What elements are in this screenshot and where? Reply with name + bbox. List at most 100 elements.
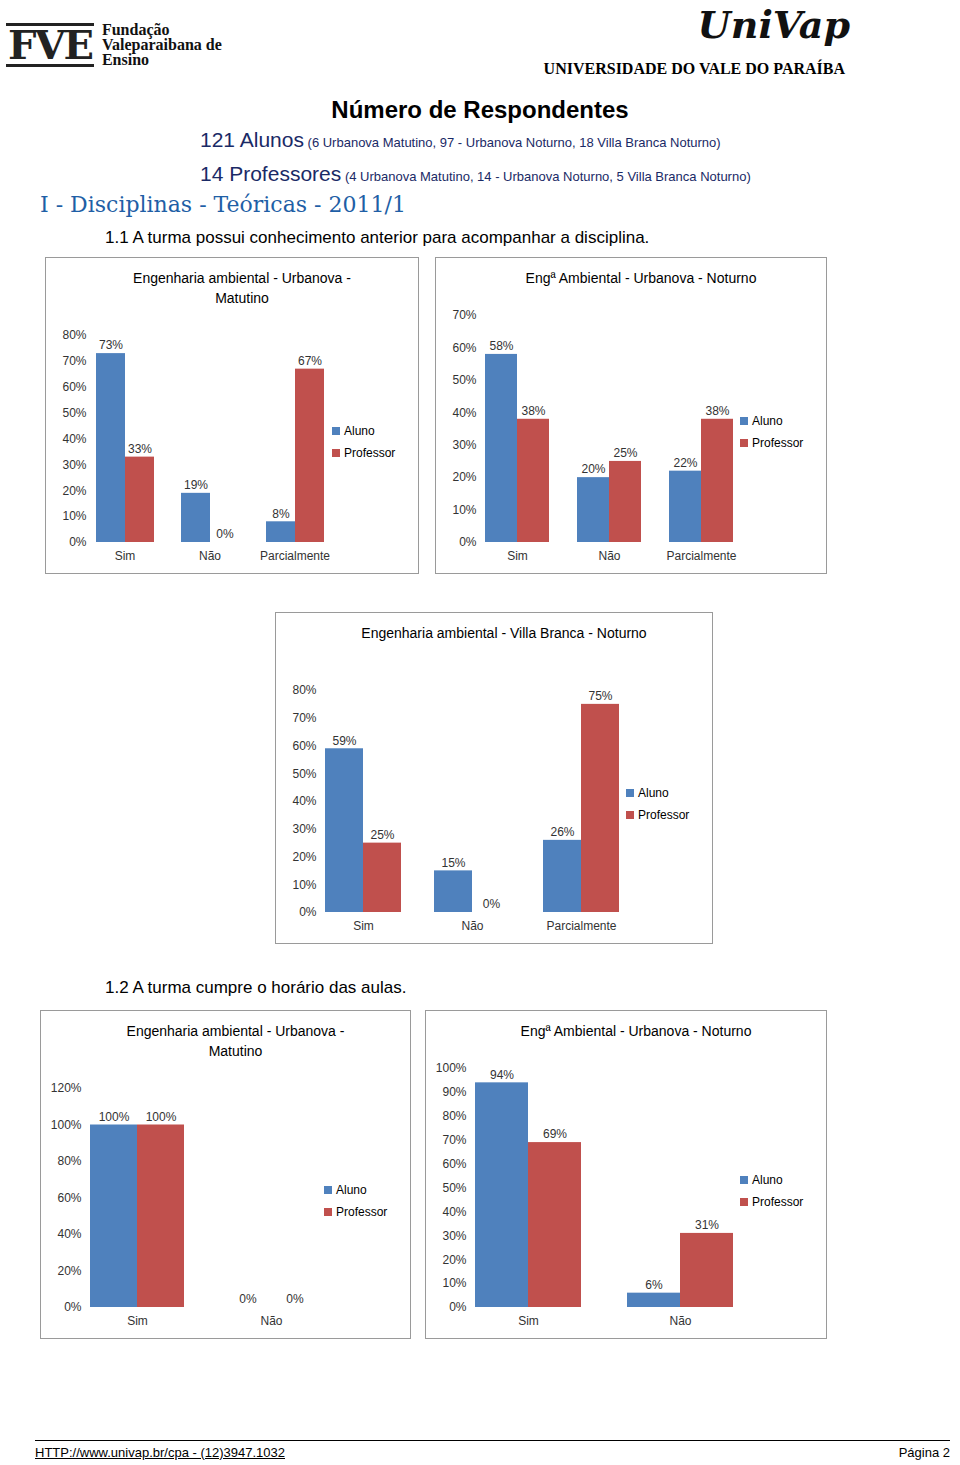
svg-text:20%: 20%: [292, 850, 316, 864]
html-text:Número de Respondentes: Número de Respondentes: [331, 96, 629, 123]
html-text:UNIVERSIDADE DO VALE DO PARAÍB: UNIVERSIDADE DO VALE DO PARAÍBA: [543, 60, 845, 77]
html-text:FVE: FVE: [8, 20, 92, 68]
svg-text:50%: 50%: [442, 1181, 466, 1195]
svg-text:59%: 59%: [332, 734, 356, 748]
html-text:Ensino: Ensino: [101, 51, 150, 68]
svg-text:67%: 67%: [298, 354, 322, 368]
svg-text:Sim: Sim: [127, 1314, 148, 1328]
svg-text:Sim: Sim: [518, 1314, 539, 1328]
svg-text:Parcialmente: Parcialmente: [666, 549, 736, 563]
svg-text:100%: 100%: [51, 1118, 82, 1132]
svg-text:38%: 38%: [521, 404, 545, 418]
svg-text:70%: 70%: [442, 1133, 466, 1147]
svg-text:0%: 0%: [459, 535, 477, 549]
svg-text:8%: 8%: [272, 507, 290, 521]
svg-text:19%: 19%: [184, 478, 208, 492]
html-text:Engenharia ambiental - Urbanov: Engenharia ambiental - Urbanova - Matuti…: [133, 270, 351, 306]
svg-text:90%: 90%: [442, 1085, 466, 1099]
svg-text:20%: 20%: [581, 462, 605, 476]
svg-text:60%: 60%: [57, 1191, 81, 1205]
svg-text:33%: 33%: [128, 442, 152, 456]
svg-text:30%: 30%: [62, 458, 86, 472]
svg-text:40%: 40%: [57, 1227, 81, 1241]
svg-text:80%: 80%: [442, 1109, 466, 1123]
svg-text:38%: 38%: [705, 404, 729, 418]
svg-text:60%: 60%: [452, 341, 476, 355]
svg-text:60%: 60%: [292, 739, 316, 753]
svg-text:Não: Não: [669, 1314, 691, 1328]
svg-text:0%: 0%: [64, 1300, 82, 1314]
svg-text:20%: 20%: [57, 1264, 81, 1278]
svg-text:10%: 10%: [292, 878, 316, 892]
svg-text:60%: 60%: [62, 380, 86, 394]
html-text:I - Disciplinas - Teóricas - 2: I - Disciplinas - Teóricas - 2011/1: [40, 192, 406, 217]
html-text:Valeparaibana de: Valeparaibana de: [101, 36, 222, 53]
svg-text:80%: 80%: [57, 1154, 81, 1168]
svg-text:80%: 80%: [62, 328, 86, 342]
svg-text:25%: 25%: [370, 828, 394, 842]
svg-text:0%: 0%: [216, 527, 234, 541]
svg-text:75%: 75%: [588, 689, 612, 703]
svg-text:94%: 94%: [490, 1068, 514, 1082]
svg-text:70%: 70%: [292, 711, 316, 725]
svg-text:60%: 60%: [442, 1157, 466, 1171]
svg-text:100%: 100%: [99, 1110, 130, 1124]
html-text:Fundação: Fundação: [101, 21, 170, 38]
svg-text:0%: 0%: [286, 1292, 304, 1306]
svg-text:58%: 58%: [489, 339, 513, 353]
svg-text:Sim: Sim: [507, 549, 528, 563]
svg-text:40%: 40%: [62, 432, 86, 446]
svg-text:0%: 0%: [483, 897, 501, 911]
svg-text:0%: 0%: [239, 1292, 257, 1306]
svg-text:0%: 0%: [69, 535, 87, 549]
svg-text:20%: 20%: [442, 1253, 466, 1267]
svg-text:20%: 20%: [62, 484, 86, 498]
svg-text:40%: 40%: [442, 1205, 466, 1219]
svg-text:10%: 10%: [442, 1276, 466, 1290]
html-text:14 Professores(4 Urbanova Matu: 14 Professores(4 Urbanova Matutino, 14 -…: [200, 162, 751, 185]
html-text:Engenharia ambiental - Villa B: Engenharia ambiental - Villa Branca - No…: [361, 625, 647, 641]
html-text:1.2 A turma cumpre o horário d: 1.2 A turma cumpre o horário das aulas.: [105, 978, 407, 997]
svg-text:Sim: Sim: [353, 919, 374, 933]
svg-text:70%: 70%: [452, 308, 476, 322]
svg-text:80%: 80%: [292, 683, 316, 697]
svg-text:10%: 10%: [452, 503, 476, 517]
svg-text:30%: 30%: [452, 438, 476, 452]
html-text:UniVap: UniVap: [697, 2, 850, 47]
svg-text:Não: Não: [199, 549, 221, 563]
svg-text:Parcialmente: Parcialmente: [260, 549, 330, 563]
svg-text:Sim: Sim: [115, 549, 136, 563]
svg-text:30%: 30%: [292, 822, 316, 836]
svg-text:25%: 25%: [613, 446, 637, 460]
svg-text:70%: 70%: [62, 354, 86, 368]
svg-text:6%: 6%: [645, 1278, 663, 1292]
svg-text:0%: 0%: [299, 905, 317, 919]
svg-text:22%: 22%: [673, 456, 697, 470]
svg-text:15%: 15%: [441, 856, 465, 870]
svg-text:0%: 0%: [449, 1300, 467, 1314]
svg-text:50%: 50%: [62, 406, 86, 420]
svg-text:26%: 26%: [550, 825, 574, 839]
svg-text:40%: 40%: [292, 794, 316, 808]
svg-text:50%: 50%: [292, 767, 316, 781]
svg-text:Não: Não: [260, 1314, 282, 1328]
svg-text:31%: 31%: [695, 1218, 719, 1232]
svg-text:Parcialmente: Parcialmente: [546, 919, 616, 933]
svg-text:20%: 20%: [452, 470, 476, 484]
html-text:121 Alunos (6 Urbanova Matutin: 121 Alunos (6 Urbanova Matutino, 97 - Ur…: [200, 128, 721, 151]
html-text:Engª Ambiental - Urbanova - No: Engª Ambiental - Urbanova - Noturno: [525, 270, 757, 286]
svg-text:30%: 30%: [442, 1229, 466, 1243]
html-text:Engenharia ambiental - Urbanov: Engenharia ambiental - Urbanova - Matuti…: [126, 1023, 345, 1059]
svg-text:100%: 100%: [146, 1110, 177, 1124]
svg-text:120%: 120%: [51, 1081, 82, 1095]
svg-text:40%: 40%: [452, 406, 476, 420]
html-text:1.1 A turma possui conheciment: 1.1 A turma possui conhecimento anterior…: [105, 228, 650, 247]
svg-text:Não: Não: [598, 549, 620, 563]
svg-text:100%: 100%: [436, 1061, 467, 1075]
svg-text:69%: 69%: [543, 1127, 567, 1141]
svg-text:10%: 10%: [62, 509, 86, 523]
svg-text:73%: 73%: [99, 338, 123, 352]
svg-text:50%: 50%: [452, 373, 476, 387]
svg-text:Não: Não: [461, 919, 483, 933]
html-text:Engª Ambiental - Urbanova - No: Engª Ambiental - Urbanova - Noturno: [520, 1023, 752, 1039]
